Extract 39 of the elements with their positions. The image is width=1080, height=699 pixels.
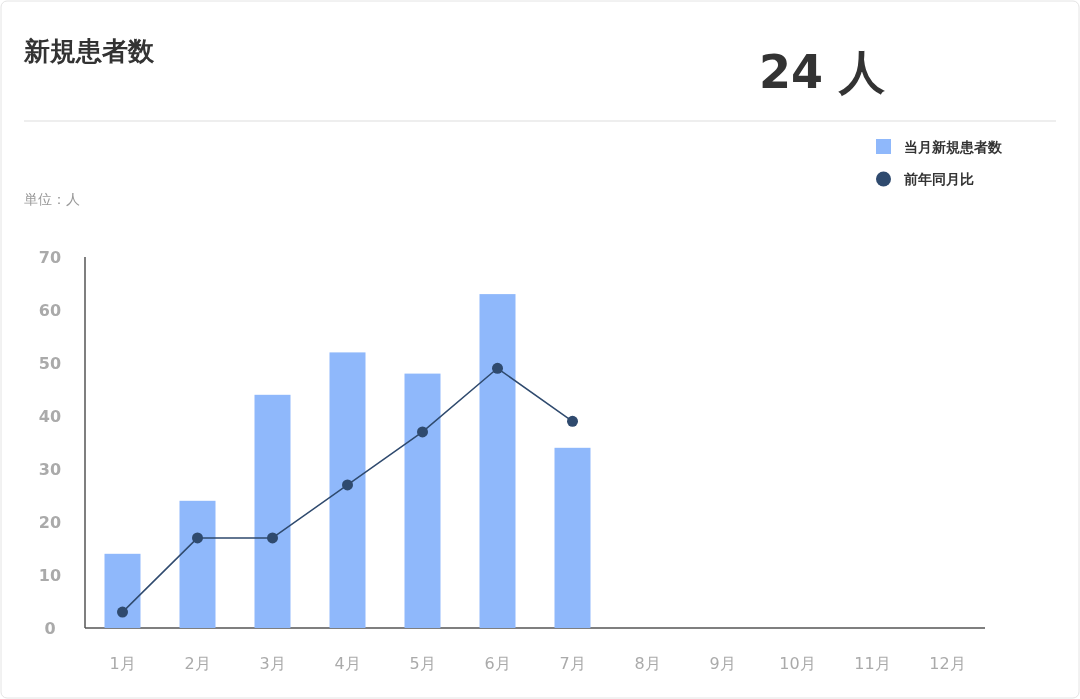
bar	[254, 394, 291, 628]
x-tick-label: 5月	[409, 654, 436, 673]
y-tick-label: 60	[38, 301, 62, 320]
point	[117, 606, 128, 618]
x-tick-label: 8月	[634, 654, 661, 673]
y-tick-label: 70	[38, 248, 62, 267]
point	[192, 532, 203, 544]
bar	[479, 294, 516, 628]
text: 24 人	[758, 45, 885, 99]
y-tick-label: 20	[38, 513, 62, 532]
bar	[104, 553, 141, 628]
text: 単位：人	[24, 191, 80, 207]
bar	[179, 500, 216, 628]
x-tick-label: 4月	[334, 654, 361, 673]
x-tick-label: 10月	[779, 654, 816, 673]
bar	[329, 352, 366, 628]
bar	[554, 447, 591, 628]
y-tick-label: 30	[38, 460, 62, 479]
x-tick-label: 11月	[854, 654, 891, 673]
chart-title: 新規患者数	[23, 36, 155, 66]
x-tick-label: 3月	[259, 654, 286, 673]
x-tick-label: 1月	[109, 654, 136, 673]
y-tick-label: 50	[38, 354, 62, 373]
legend-label: 当月新規患者数	[904, 139, 1003, 155]
point	[567, 415, 578, 427]
x-tick-label: 6月	[484, 654, 511, 673]
x-tick-label: 12月	[929, 654, 966, 673]
point	[492, 362, 503, 374]
point	[342, 479, 353, 491]
point	[267, 532, 278, 544]
y-tick-label: 0	[44, 619, 56, 638]
x-tick-label: 7月	[559, 654, 586, 673]
point	[417, 426, 428, 438]
y-tick-label: 40	[38, 407, 62, 426]
legend-label: 前年同月比	[903, 171, 974, 187]
x-tick-label: 2月	[184, 654, 211, 673]
x-tick-label: 9月	[709, 654, 736, 673]
y-tick-label: 10	[38, 566, 62, 585]
bar	[404, 373, 441, 628]
